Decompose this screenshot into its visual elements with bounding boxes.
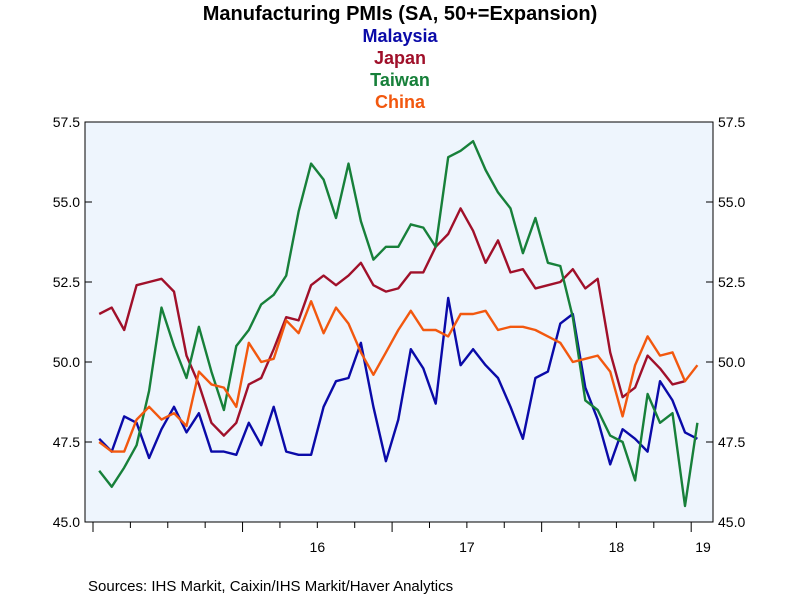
x-tick-label: 18 <box>609 539 625 555</box>
chart-header: Manufacturing PMIs (SA, 50+=Expansion) M… <box>0 0 800 113</box>
legend-entry-japan: Japan <box>373 48 427 68</box>
x-tick-label: 16 <box>310 539 326 555</box>
y-tick-label-right: 45.0 <box>718 514 745 530</box>
x-tick-label: 17 <box>459 539 475 555</box>
y-tick-label-right: 52.5 <box>718 274 745 290</box>
y-tick-label-right: 55.0 <box>718 194 745 210</box>
y-tick-label-left: 57.5 <box>53 114 80 130</box>
legend-entry-china: China <box>374 92 425 112</box>
y-tick-label-right: 47.5 <box>718 434 745 450</box>
series-line-china <box>98 300 699 453</box>
x-tick-label: 19 <box>695 539 711 555</box>
chart-title: Manufacturing PMIs (SA, 50+=Expansion) <box>202 3 598 25</box>
y-tick-label-left: 45.0 <box>53 514 80 530</box>
y-tick-label-left: 50.0 <box>53 354 80 370</box>
y-tick-label-left: 52.5 <box>53 274 80 290</box>
source-note: Sources: IHS Markit, Caixin/IHS Markit/H… <box>88 578 454 595</box>
legend-entry-malaysia: Malaysia <box>362 26 438 46</box>
y-tick-label-left: 55.0 <box>53 194 80 210</box>
y-tick-label-right: 57.5 <box>718 114 745 130</box>
legend-entry-taiwan: Taiwan <box>370 70 430 90</box>
series-line-malaysia <box>98 296 698 466</box>
plot-frame <box>84 121 714 523</box>
series-line-taiwan <box>98 139 699 508</box>
y-tick-label-left: 47.5 <box>53 434 80 450</box>
y-tick-label-right: 50.0 <box>718 354 745 370</box>
